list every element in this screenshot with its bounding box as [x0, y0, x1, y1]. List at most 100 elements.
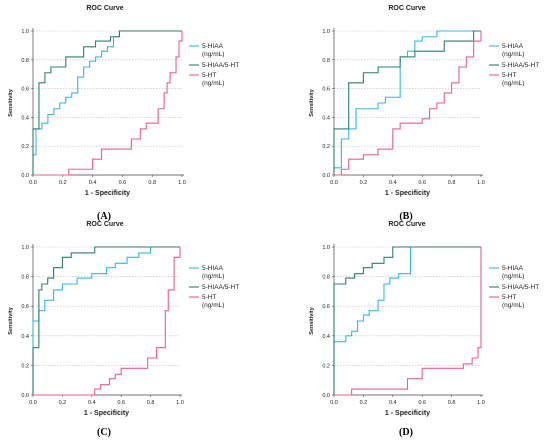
roc-panel-d: ROC Curve 0.0 0.2 0.4 0.6 0.8 1.0 0.0 0.2 0.4 0.6 0…	[309, 221, 539, 438]
panel-label: (B)	[399, 211, 412, 222]
legend-label: 5-HIAA/5-HT	[502, 62, 539, 69]
y-tick-label: 0.8	[21, 58, 29, 64]
roc-line-hiaa	[32, 246, 180, 395]
y-tick-label: 1.0	[21, 29, 29, 35]
legend-label: 5-HIAA	[502, 43, 524, 50]
chart-title: ROC Curve	[86, 221, 123, 228]
x-tick-label: 0.6	[418, 180, 426, 186]
legend-label-unit: (ng/mL)	[502, 273, 524, 280]
roc-line-ht	[334, 31, 482, 176]
x-axis-label: 1 - Specificity	[385, 190, 430, 197]
x-tick-label: 0.4	[389, 400, 397, 406]
y-tick-label: 1.0	[322, 245, 330, 251]
roc-panel-c: ROC Curve 0.0 0.2 0.4 0.6 0.8 1.0 0.0 0.2 0.4 0.6 0…	[8, 221, 239, 438]
legend-label: 5-HT	[202, 72, 216, 79]
roc-line-hiaa-ht-ratio	[32, 30, 182, 175]
x-tick-label: 0.0	[330, 180, 338, 186]
roc-line-ht	[33, 31, 183, 176]
y-tick-label: 1.0	[322, 29, 330, 35]
legend-label: 5-HIAA/5-HT	[202, 284, 239, 291]
x-tick-label: 1.0	[477, 400, 485, 406]
y-tick-label: 0.2	[322, 144, 330, 150]
x-tick-label: 0.2	[360, 400, 368, 406]
x-tick-label: 0.8	[147, 400, 155, 406]
legend-label-unit: (ng/mL)	[202, 51, 224, 58]
legend-label: 5-HIAA	[202, 265, 224, 272]
roc-line-hiaa-ht-ratio	[333, 30, 481, 175]
y-tick-label: 0.4	[322, 115, 330, 121]
chart-title: ROC Curve	[388, 221, 425, 228]
x-tick-label: 0.2	[360, 180, 368, 186]
y-tick-label: 0.2	[322, 363, 330, 369]
roc-panel-b: ROC Curve 0.0 0.2 0.4 0.6 0.8 1.0 0.0 0.2 0.4 0.6 0…	[309, 5, 539, 222]
x-tick-label: 0.4	[89, 180, 97, 186]
x-tick-label: 1.0	[178, 180, 186, 186]
legend-label: 5-HIAA/5-HT	[502, 284, 539, 291]
y-tick-label: 0.4	[322, 334, 330, 340]
y-tick-label: 0.8	[322, 275, 330, 281]
y-tick-label: 0.0	[21, 173, 29, 179]
legend-label-unit: (ng/mL)	[502, 302, 524, 309]
x-tick-label: 0.6	[119, 180, 127, 186]
x-tick-label: 0.8	[448, 400, 456, 406]
panel-label: (A)	[97, 211, 111, 222]
x-tick-label: 0.0	[29, 180, 37, 186]
x-axis-label: 1 - Specificity	[385, 410, 430, 417]
y-tick-label: 0.2	[21, 144, 29, 150]
panel-label: (C)	[97, 427, 111, 438]
roc-line-hiaa-ht-ratio	[32, 246, 180, 395]
x-axis-label: 1 - Specificity	[85, 190, 130, 197]
legend-label-unit: (ng/mL)	[502, 80, 524, 87]
legend-label-unit: (ng/mL)	[502, 51, 524, 58]
x-tick-label: 0.6	[418, 400, 426, 406]
y-axis-label: Sensitivity	[309, 88, 315, 116]
legend-label: 5-HT	[502, 72, 516, 79]
legend-label-unit: (ng/mL)	[202, 273, 224, 280]
y-tick-label: 0.8	[322, 58, 330, 64]
y-tick-label: 0.0	[21, 393, 29, 399]
roc-line-hiaa	[32, 30, 182, 175]
y-tick-label: 0.6	[21, 87, 29, 93]
x-tick-label: 0.8	[448, 180, 456, 186]
y-tick-label: 0.8	[21, 275, 29, 281]
chart-title: ROC Curve	[388, 5, 425, 12]
roc-line-hiaa-ht-ratio	[333, 246, 481, 395]
x-tick-label: 0.0	[330, 400, 338, 406]
y-tick-label: 0.4	[21, 334, 29, 340]
x-tick-label: 1.0	[477, 180, 485, 186]
x-tick-label: 0.2	[59, 400, 67, 406]
legend-label: 5-HIAA	[202, 43, 224, 50]
y-axis-label: Sensitivity	[309, 306, 315, 334]
x-tick-label: 0.6	[117, 400, 125, 406]
roc-line-hiaa	[333, 30, 481, 175]
x-tick-label: 0.2	[59, 180, 67, 186]
roc-panel-a: ROC Curve 0.0 0.2 0.4 0.6 0.8 1.0 0.0 0.2 0.4 0.6 0…	[8, 5, 239, 222]
x-tick-label: 0.0	[29, 400, 37, 406]
x-axis-label: 1 - Specificity	[84, 410, 129, 417]
legend-label-unit: (ng/mL)	[202, 80, 224, 87]
legend-label: 5-HIAA/5-HT	[202, 62, 239, 69]
legend-label: 5-HT	[202, 294, 216, 301]
y-axis-label: Sensitivity	[8, 306, 14, 334]
y-tick-label: 0.6	[322, 87, 330, 93]
y-tick-label: 0.6	[322, 304, 330, 310]
roc-line-ht	[33, 247, 181, 396]
panel-label: (D)	[399, 427, 413, 438]
y-axis-label: Sensitivity	[8, 88, 14, 116]
x-tick-label: 0.8	[148, 180, 156, 186]
legend-label: 5-HT	[502, 294, 516, 301]
chart-title: ROC Curve	[86, 5, 123, 12]
roc-line-ht	[334, 247, 482, 396]
y-tick-label: 0.0	[322, 173, 330, 179]
legend-label-unit: (ng/mL)	[202, 302, 224, 309]
x-tick-label: 0.4	[389, 180, 397, 186]
roc-line-hiaa	[333, 246, 481, 395]
y-tick-label: 0.6	[21, 304, 29, 310]
x-tick-label: 1.0	[176, 400, 184, 406]
y-tick-label: 1.0	[21, 245, 29, 251]
x-tick-label: 0.4	[88, 400, 96, 406]
y-tick-label: 0.4	[21, 115, 29, 121]
legend-label: 5-HIAA	[502, 265, 524, 272]
y-tick-label: 0.2	[21, 363, 29, 369]
y-tick-label: 0.0	[322, 393, 330, 399]
